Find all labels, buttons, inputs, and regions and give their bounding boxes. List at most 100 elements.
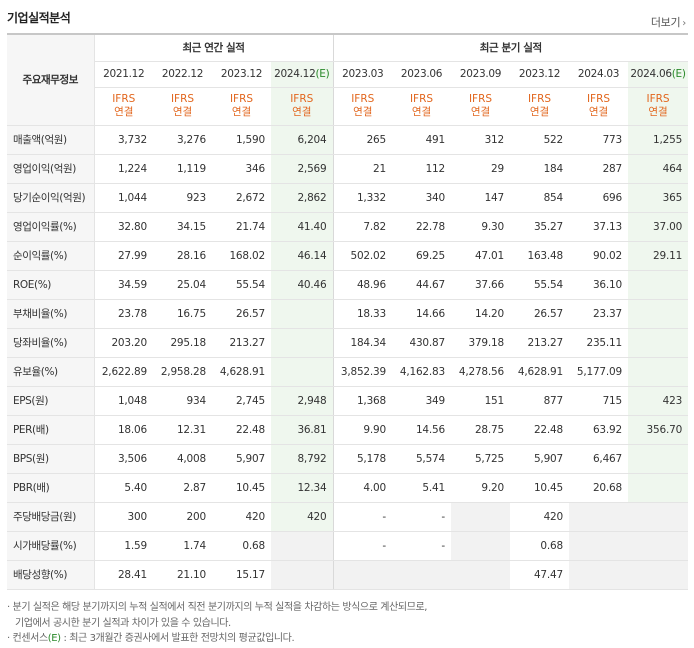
table-cell — [271, 560, 334, 590]
table-cell: 29 — [451, 154, 511, 184]
table-cell: 200 — [153, 501, 212, 532]
table-cell: 340 — [392, 183, 452, 213]
table-cell: 265 — [332, 124, 393, 155]
table-cell — [271, 357, 334, 387]
table-cell: 35.27 — [510, 211, 570, 242]
table-cell: 1.74 — [153, 531, 212, 561]
row-label: PBR(배) — [7, 473, 95, 503]
table-cell: - — [392, 531, 452, 561]
ifrs-label: IFRS 연결 — [94, 87, 153, 126]
table-cell — [569, 560, 629, 590]
table-cell: 36.81 — [271, 415, 334, 445]
table-cell: 14.20 — [451, 299, 511, 329]
footnote-1: · 분기 실적은 해당 분기까지의 누적 실적에서 직전 분기까지의 누적 실적… — [7, 602, 428, 613]
table-cell: 312 — [451, 124, 511, 155]
table-cell: 12.34 — [271, 473, 334, 503]
table-cell: 4.00 — [332, 473, 393, 503]
table-cell: - — [332, 531, 393, 561]
table-cell: 365 — [628, 183, 689, 213]
row-label: ROE(%) — [7, 270, 95, 300]
table-cell — [628, 531, 689, 561]
table-cell: 3,852.39 — [332, 357, 393, 387]
table-cell: 420 — [212, 501, 271, 532]
table-cell — [451, 501, 511, 532]
table-cell: 21.74 — [212, 211, 271, 242]
table-cell: 40.46 — [271, 270, 334, 300]
table-cell: 5,574 — [392, 444, 452, 474]
table-cell: 1,590 — [212, 124, 271, 155]
table-cell: 47.47 — [510, 560, 570, 590]
row-label: 영업이익(억원) — [7, 154, 95, 184]
table-cell — [628, 444, 689, 474]
table-cell: 15.17 — [212, 560, 271, 590]
table-cell — [628, 357, 689, 387]
table-cell: 1.59 — [94, 531, 153, 561]
table-cell: 34.15 — [153, 211, 212, 242]
row-label: 영업이익률(%) — [7, 211, 95, 242]
row-label: BPS(원) — [7, 444, 95, 474]
table-cell: 213.27 — [212, 328, 271, 358]
table-cell: 8,792 — [271, 444, 334, 474]
table-cell: 235.11 — [569, 328, 629, 358]
annual-group-header: 최근 연간 실적 — [94, 33, 334, 62]
table-cell: 696 — [569, 183, 629, 213]
table-cell: 21 — [332, 154, 393, 184]
table-cell — [628, 328, 689, 358]
period-header: 2022.12 — [153, 61, 212, 88]
table-cell: 36.10 — [569, 270, 629, 300]
ifrs-label: IFRS 연결 — [510, 87, 570, 126]
table-cell: 420 — [271, 501, 334, 532]
table-cell: 349 — [392, 385, 452, 416]
table-cell — [271, 299, 334, 329]
ifrs-label: IFRS 연결 — [212, 87, 271, 126]
table-cell: 26.57 — [510, 299, 570, 329]
table-cell: 491 — [392, 124, 452, 155]
table-row: 시가배당률(%) 1.59 1.74 0.68- -0.68 — [7, 531, 689, 561]
footnote-2-prefix: · 컨센서스 — [7, 633, 48, 644]
table-cell: 184 — [510, 154, 570, 184]
table-cell: 22.48 — [510, 415, 570, 445]
table-cell: 168.02 — [212, 241, 271, 271]
table-cell: 5,907 — [510, 444, 570, 474]
ifrs-label: IFRS 연결 — [392, 87, 452, 126]
period-header: 2024.03 — [569, 61, 629, 88]
table-cell: 213.27 — [510, 328, 570, 358]
more-link[interactable]: 더보기 › — [651, 14, 686, 30]
period-header: 2023.03 — [332, 61, 393, 88]
table-cell: 25.04 — [153, 270, 212, 300]
table-cell: 48.96 — [332, 270, 393, 300]
footnotes: · 분기 실적은 해당 분기까지의 누적 실적에서 직전 분기까지의 누적 실적… — [7, 600, 427, 647]
ifrs-label: IFRS 연결 — [332, 87, 393, 126]
period-header: 2023.12 — [510, 61, 570, 88]
table-cell: 287 — [569, 154, 629, 184]
row-label: 당기순이익(억원) — [7, 183, 95, 213]
quarter-group-header: 최근 분기 실적 — [332, 33, 689, 62]
table-cell: 37.66 — [451, 270, 511, 300]
table-cell: 12.31 — [153, 415, 212, 445]
financial-table: 주요재무정보 최근 연간 실적 최근 분기 실적 2021.12 2022.12 2… — [7, 33, 689, 590]
more-label[interactable]: 더보기 — [650, 16, 681, 29]
table-cell: 9.20 — [451, 473, 511, 503]
row-label: 매출액(억원) — [7, 124, 95, 155]
table-cell: 34.59 — [94, 270, 153, 300]
row-label: 당좌비율(%) — [7, 328, 95, 358]
ifrs-label: IFRS 연결 — [451, 87, 511, 126]
table-cell: 4,628.91 — [510, 357, 570, 387]
table-cell — [451, 531, 511, 561]
table-cell — [332, 560, 393, 590]
row-label-header: 주요재무정보 — [7, 33, 95, 126]
table-cell: 2,622.89 — [94, 357, 153, 387]
table-cell: 10.45 — [510, 473, 570, 503]
table-row: 영업이익(억원) 1,224 1,119 346 2,569 21 112 29 184 287 4… — [7, 154, 689, 184]
period-header: 2024.12(E) — [271, 61, 334, 88]
table-cell — [569, 531, 629, 561]
ifrs-label: IFRS 연결 — [271, 87, 334, 126]
table-row: 영업이익률(%) 32.80 34.15 21.74 41.40 7.82 22.78 9.3… — [7, 211, 689, 242]
table-cell: 3,732 — [94, 124, 153, 155]
table-cell: 4,008 — [153, 444, 212, 474]
table-cell: 5,907 — [212, 444, 271, 474]
table-cell: 151 — [451, 385, 511, 416]
table-cell: 10.45 — [212, 473, 271, 503]
table-cell: 4,162.83 — [392, 357, 452, 387]
table-cell: 22.48 — [212, 415, 271, 445]
